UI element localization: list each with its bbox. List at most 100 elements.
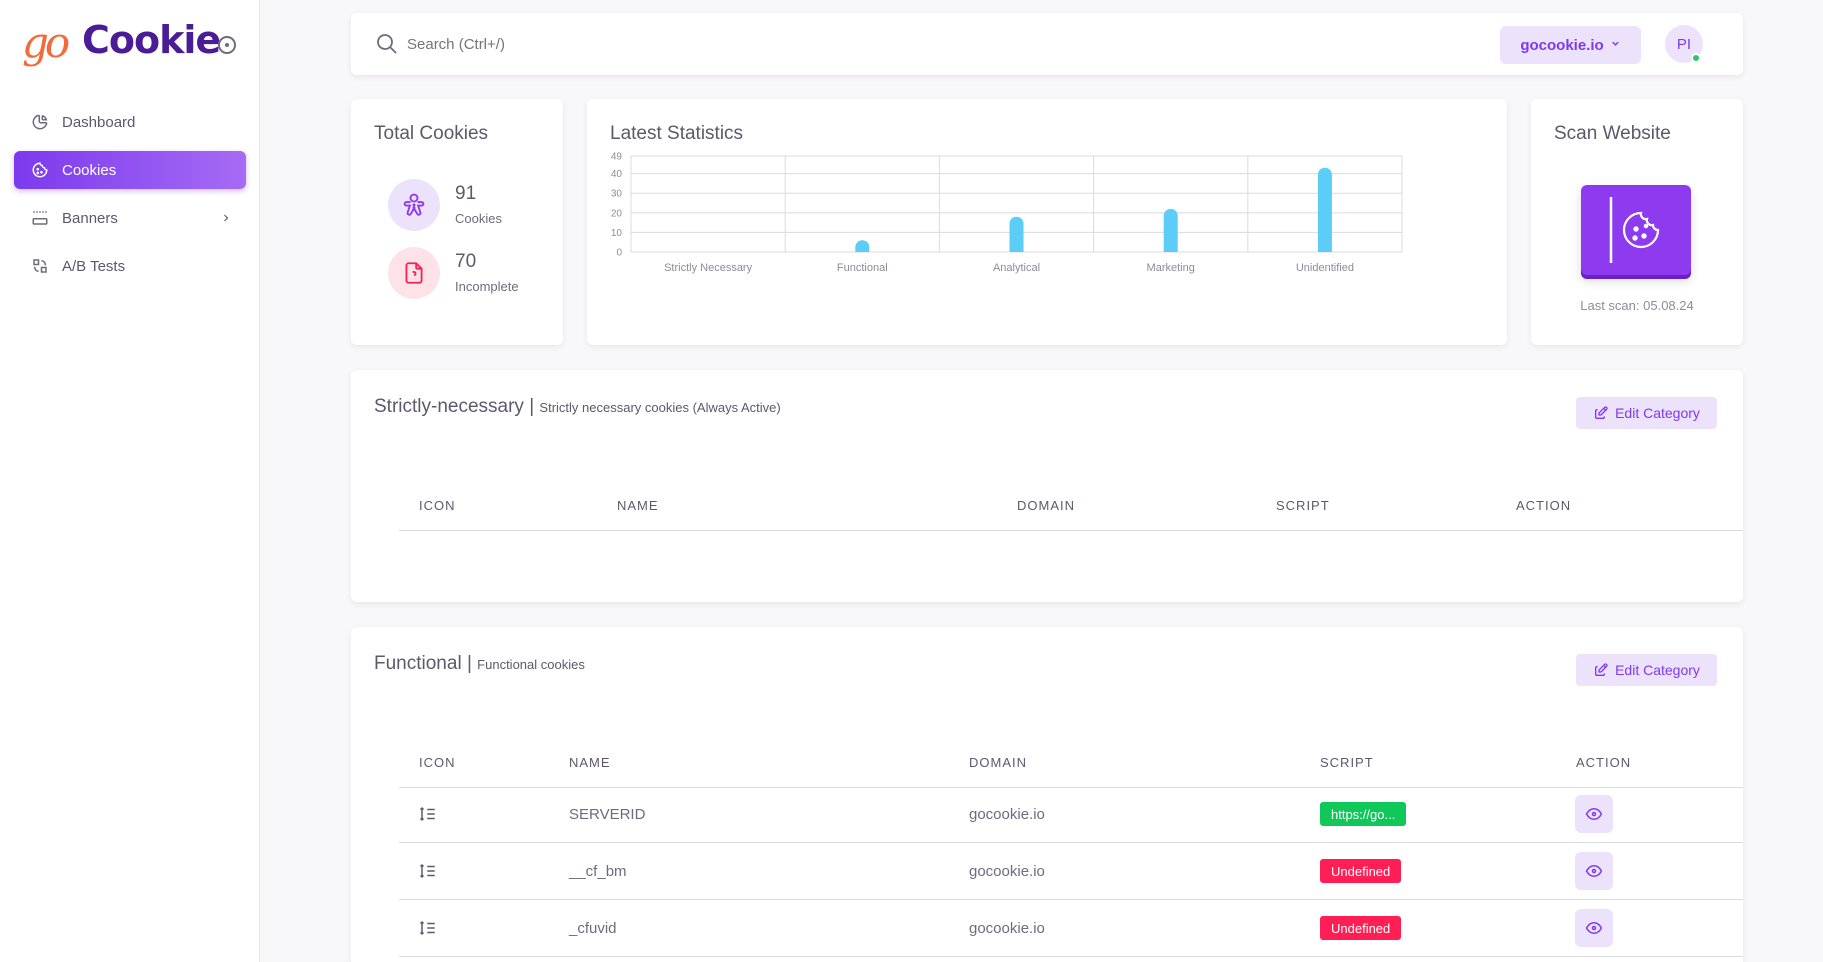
search-icon[interactable] [375, 32, 399, 61]
sidebar-toggle-icon[interactable] [218, 36, 236, 54]
section-name: Strictly-necessary [374, 396, 524, 417]
row-divider [399, 842, 1743, 843]
sidebar-item-dashboard[interactable]: Dashboard [14, 103, 246, 141]
sidebar-item-cookies[interactable]: Cookies [14, 151, 246, 189]
column-header-icon: ICON [419, 498, 456, 513]
sidebar-nav: Dashboard Cookies Banners A/B Tests [14, 103, 246, 295]
total-cookies-title: Total Cookies [374, 123, 489, 144]
row-divider [399, 899, 1743, 900]
script-badge[interactable]: https://go... [1320, 802, 1407, 826]
sidebar-item-label: Banners [62, 209, 118, 227]
chevron-right-icon [220, 211, 232, 228]
sidebar-item-label: Cookies [62, 161, 117, 179]
x-tick-label: Functional [837, 262, 888, 274]
chevron-down-icon [1610, 38, 1621, 52]
column-header-name: NAME [617, 498, 659, 513]
cookie-name: _cfuvid [569, 920, 617, 937]
brand-logo[interactable]: go Cookie [22, 18, 242, 74]
y-tick-label: 20 [611, 208, 623, 219]
column-header-icon: ICON [419, 755, 456, 770]
y-tick-label: 30 [611, 189, 623, 200]
domain-selector-label: gocookie.io [1520, 36, 1604, 54]
view-cookie-button[interactable] [1575, 852, 1613, 890]
scan-website-card: Scan Website Last scan: 05.08.24 [1531, 99, 1743, 345]
column-header-script: SCRIPT [1276, 498, 1330, 513]
script-badge[interactable]: Undefined [1320, 859, 1402, 883]
scan-cookie-icon [1609, 197, 1660, 263]
edit-category-label: Edit Category [1615, 405, 1700, 421]
eye-icon [1585, 807, 1603, 821]
scan-title: Scan Website [1554, 123, 1671, 144]
cookie-domain: gocookie.io [969, 920, 1045, 937]
bar-unidentified [1317, 167, 1332, 252]
edit-category-label: Edit Category [1615, 662, 1700, 678]
last-scan-text: Last scan: 05.08.24 [1580, 298, 1694, 313]
incomplete-stat: 70 Incomplete [388, 247, 519, 299]
cookie-domain: gocookie.io [969, 806, 1045, 823]
script-badge[interactable]: Undefined [1320, 916, 1402, 940]
cookie-icon [30, 160, 50, 180]
sidebar: go Cookie Dashboard Cookies Banners [0, 0, 260, 962]
incomplete-label: Incomplete [455, 279, 519, 294]
sort-list-icon [419, 805, 437, 827]
column-header-domain: DOMAIN [1017, 498, 1075, 513]
y-tick-label: 0 [616, 248, 622, 259]
bar-marketing [1163, 208, 1178, 252]
section-subtitle: Functional cookies [477, 657, 585, 672]
latest-statistics-card: Latest Statistics 0 10 20 30 40 49 Strictly Ne… [587, 99, 1507, 345]
x-tick-label: Strictly Necessary [664, 262, 753, 274]
column-header-name: NAME [569, 755, 611, 770]
scan-website-button[interactable] [1581, 185, 1691, 275]
view-cookie-button[interactable] [1575, 795, 1613, 833]
bar-chart: 0 10 20 30 40 49 Strictly Necessary Functional A… [611, 152, 1403, 274]
sidebar-item-label: Dashboard [62, 113, 136, 131]
section-name: Functional [374, 653, 462, 674]
cookies-count: 91 [455, 183, 477, 204]
sidebar-item-banners[interactable]: Banners [14, 199, 246, 237]
chart-pie-icon [30, 112, 50, 132]
x-tick-label: Unidentified [1296, 262, 1354, 274]
file-question-icon [388, 247, 440, 299]
sidebar-item-label: A/B Tests [62, 257, 126, 275]
bar-functional [855, 240, 870, 252]
row-divider [399, 956, 1743, 957]
eye-icon [1585, 921, 1603, 935]
domain-selector[interactable]: gocookie.io [1500, 26, 1641, 64]
column-header-script: SCRIPT [1320, 755, 1374, 770]
sort-list-icon [419, 919, 437, 941]
view-cookie-button[interactable] [1575, 909, 1613, 947]
edit-category-button[interactable]: Edit Category [1576, 654, 1717, 686]
cookie-name: __cf_bm [569, 863, 627, 880]
avatar[interactable]: PI [1665, 25, 1703, 63]
y-tick-label: 49 [611, 152, 623, 163]
section-title: Functional | Functional cookies [374, 653, 585, 674]
column-header-action: ACTION [1516, 498, 1572, 513]
edit-icon [1593, 405, 1609, 421]
cookies-label: Cookies [455, 211, 502, 226]
x-tick-label: Analytical [993, 262, 1040, 274]
incomplete-count: 70 [455, 251, 477, 272]
functional-section: Functional | Functional cookies Edit Cat… [351, 627, 1743, 962]
x-tick-label: Marketing [1147, 262, 1195, 274]
total-cookies-card: Total Cookies 91 Cookies 70 Incomplete [351, 99, 563, 345]
strictly-necessary-section: Strictly-necessary | Strictly necessary … [351, 370, 1743, 602]
chart-title: Latest Statistics [610, 123, 744, 144]
section-title: Strictly-necessary | Strictly necessary … [374, 396, 781, 417]
edit-category-button[interactable]: Edit Category [1576, 397, 1717, 429]
y-tick-label: 10 [611, 228, 623, 239]
eye-icon [1585, 864, 1603, 878]
section-subtitle: Strictly necessary cookies (Always Activ… [539, 400, 781, 415]
column-header-action: ACTION [1576, 755, 1632, 770]
cookies-stat: 91 Cookies [388, 179, 502, 231]
search-input[interactable] [407, 31, 1007, 57]
topbar: gocookie.io PI [351, 13, 1743, 75]
online-status-dot [1691, 53, 1701, 63]
sidebar-item-ab-tests[interactable]: A/B Tests [14, 247, 246, 285]
edit-icon [1593, 662, 1609, 678]
logo-cookie-text: Cookie [82, 18, 221, 62]
table-header-divider [399, 787, 1743, 788]
table-header-divider [399, 530, 1743, 531]
bar-analytical [1009, 216, 1024, 252]
sort-list-icon [419, 862, 437, 884]
logo-go-text: go [22, 18, 70, 67]
